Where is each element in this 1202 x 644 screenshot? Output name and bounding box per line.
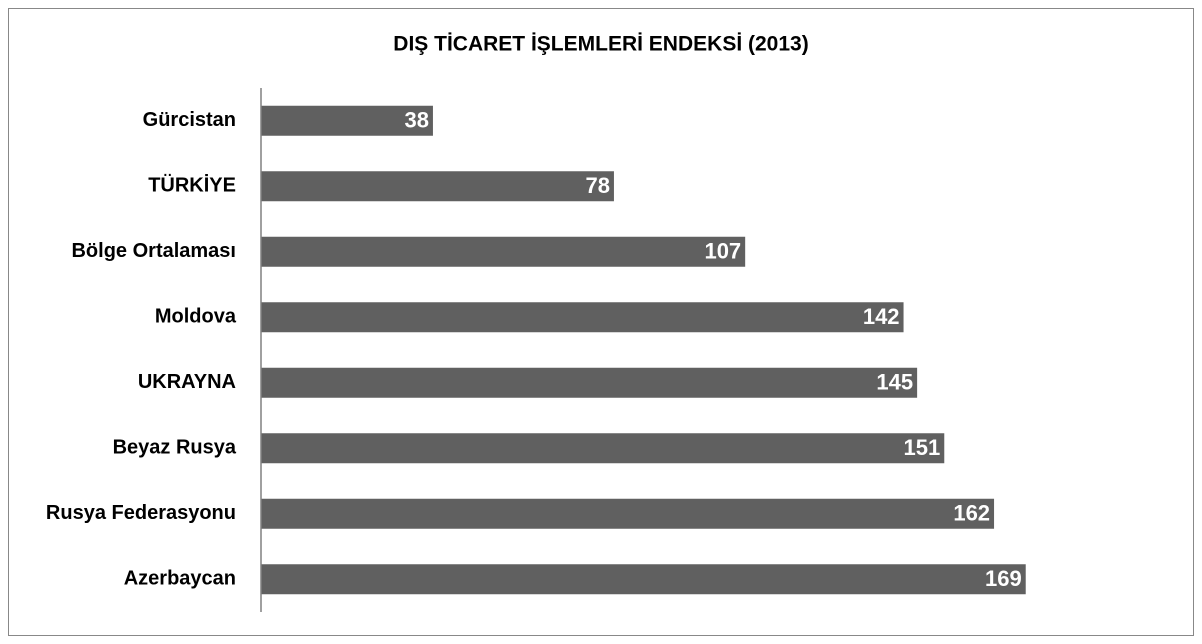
data-label: 151 [904, 435, 941, 460]
bar [261, 498, 995, 529]
data-label: 107 [704, 239, 741, 264]
y-tick-label: TÜRKİYE [148, 174, 236, 197]
bar [261, 433, 945, 464]
data-label: 162 [953, 501, 990, 526]
bar [261, 105, 433, 136]
y-tick-label: Azerbaycan [124, 568, 236, 590]
data-label: 142 [863, 304, 900, 329]
y-tick-label: Rusya Federasyonu [46, 502, 236, 524]
bar [261, 302, 904, 333]
y-tick-label: Bölge Ortalaması [71, 240, 236, 262]
bar [261, 564, 1026, 595]
data-label: 38 [404, 108, 428, 133]
y-tick-label: Beyaz Rusya [113, 437, 237, 459]
data-label: 169 [985, 566, 1022, 591]
bar [261, 171, 614, 202]
data-label: 78 [585, 173, 609, 198]
y-tick-label: Gürcistan [143, 109, 236, 131]
chart-title: DIŞ TİCARET İŞLEMLERİ ENDEKSİ (2013) [393, 33, 808, 56]
y-tick-label: UKRAYNA [138, 371, 236, 393]
bar [261, 236, 746, 267]
bar [261, 367, 918, 398]
y-tick-label: Moldova [155, 306, 237, 328]
data-label: 145 [876, 370, 913, 395]
